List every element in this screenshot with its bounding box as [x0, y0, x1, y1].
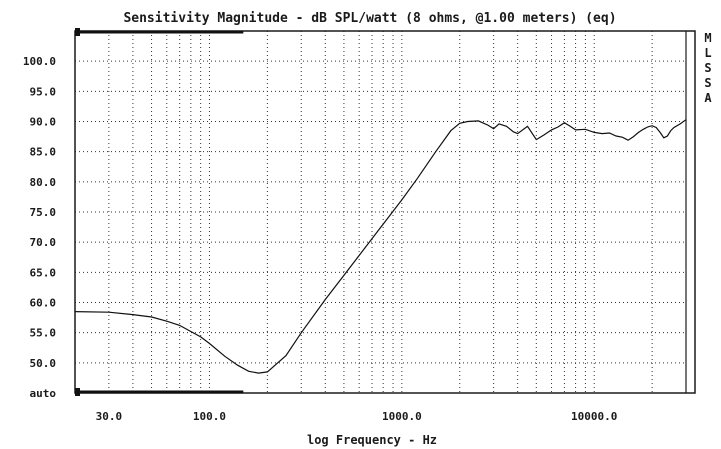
- side-label: A: [704, 91, 712, 105]
- x-tick-label: 100.0: [193, 410, 226, 423]
- plot-frame: [74, 30, 696, 394]
- y-tick-labels: 100.0 95.0 90.0 85.0 80.0 75.0 70.0 65.0 60.0 55.…: [23, 55, 56, 400]
- side-label: M: [704, 31, 711, 45]
- side-label: L: [704, 46, 711, 60]
- axis-range-marker: [75, 28, 80, 36]
- x-tick-labels: 30.0 100.0 1000.0 10000.0: [96, 410, 618, 423]
- y-tick-label: 60.0: [30, 297, 57, 310]
- y-tick-label: 80.0: [30, 176, 57, 189]
- grid-layer: [75, 31, 686, 393]
- x-axis-label: log Frequency - Hz: [307, 433, 437, 447]
- chart-title: Sensitivity Magnitude - dB SPL/watt (8 o…: [123, 11, 616, 26]
- y-tick-label: 70.0: [30, 236, 57, 249]
- series-line: [74, 119, 687, 374]
- x-tick-label: 30.0: [96, 410, 123, 423]
- y-tick-label: 75.0: [30, 206, 57, 219]
- side-label: S: [704, 76, 711, 90]
- y-tick-label: 55.0: [30, 327, 57, 340]
- axis-range-marker: [75, 388, 80, 396]
- y-tick-label: 65.0: [30, 266, 57, 279]
- x-tick-label: 1000.0: [382, 410, 422, 423]
- x-tick-label: 10000.0: [571, 410, 617, 423]
- y-tick-label: 100.0: [23, 55, 56, 68]
- y-tick-label: 50.0: [30, 357, 57, 370]
- y-tick-label: 85.0: [30, 146, 57, 159]
- axis-bars: [75, 28, 244, 396]
- side-label: S: [704, 61, 711, 75]
- y-tick-label: 90.0: [30, 116, 57, 129]
- y-tick-label: auto: [30, 387, 57, 400]
- y-tick-label: 95.0: [30, 85, 57, 98]
